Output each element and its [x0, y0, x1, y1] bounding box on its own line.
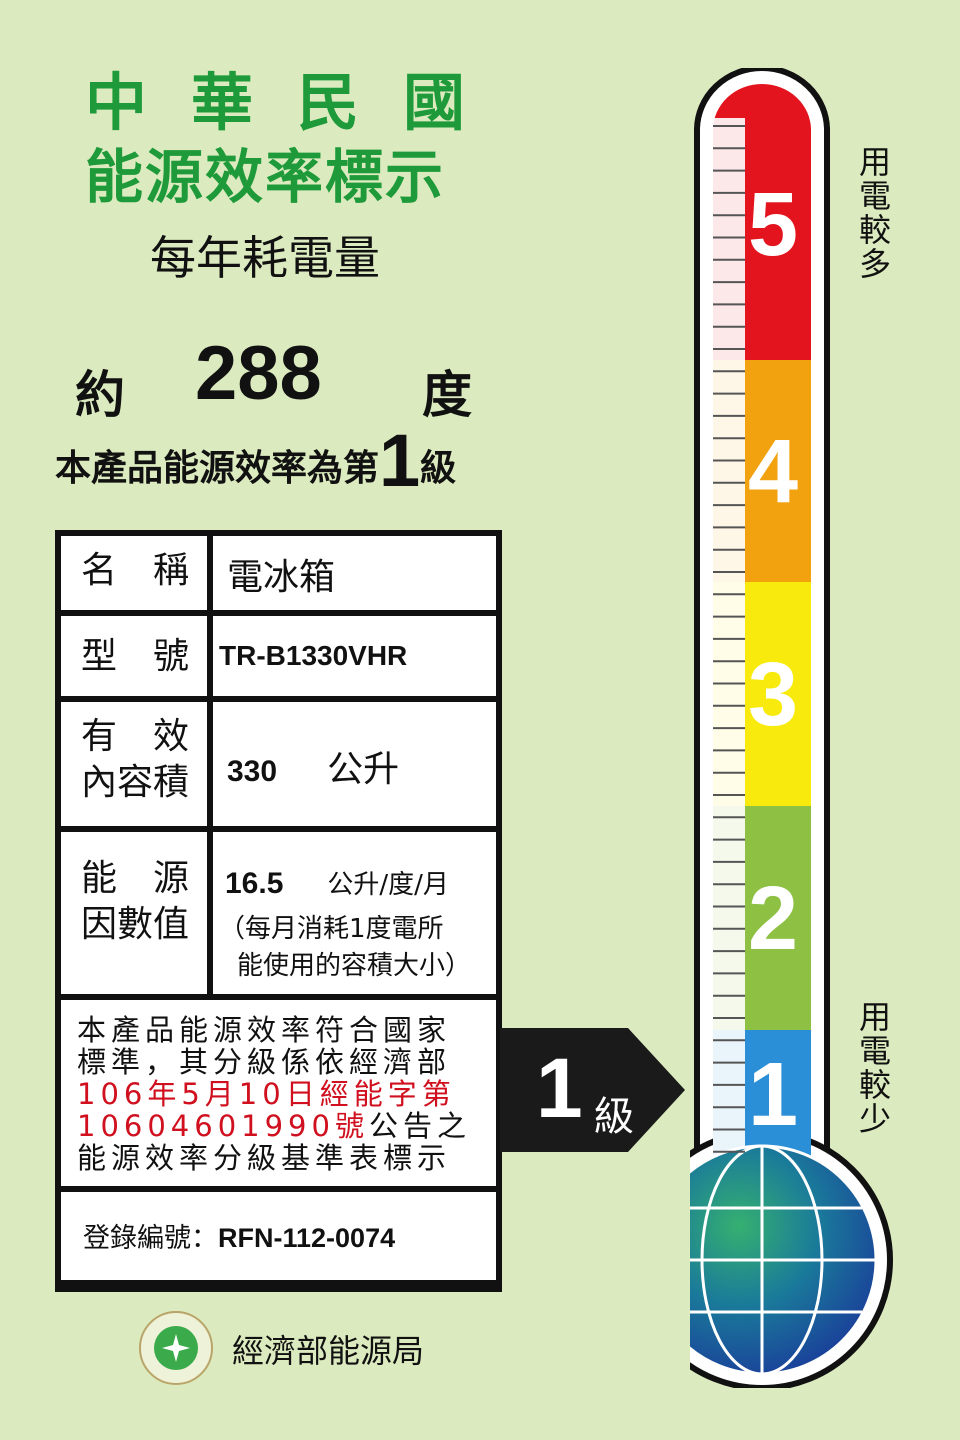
level-3-label: 3	[748, 645, 799, 745]
thermometer	[690, 68, 893, 1388]
row-factor: 能 源因數值 16.5 公升/度/月 （每月消耗1度電所 能使用的容積大小）	[61, 832, 496, 994]
label-more-power: 用電較多	[854, 145, 892, 281]
grade-arrow	[500, 1028, 685, 1152]
consumption-prefix: 約	[75, 366, 125, 424]
unit-factor: 公升/度/月	[327, 870, 449, 900]
factor-note-2: 能使用的容積大小）	[237, 951, 472, 981]
registration-label: 登錄編號：	[83, 1223, 218, 1254]
notice-line: 本產品能源效率符合國家	[77, 1013, 452, 1047]
factor-note-1: （每月消耗1度電所	[219, 914, 444, 944]
value-model: TR-B1330VHR	[213, 616, 496, 696]
grade-suffix: 級	[420, 448, 457, 489]
grade-number: 1	[379, 419, 421, 502]
notice-line: 能源效率分級基準表標示	[77, 1141, 452, 1175]
notice-line: 公告之	[368, 1109, 471, 1143]
arrow-unit: 級	[594, 1094, 634, 1140]
registration-value: RFN-112-0074	[218, 1223, 396, 1253]
consumption-unit: 度	[422, 366, 472, 424]
notice-number: 10604601990號	[77, 1109, 369, 1143]
unit-volume: 公升	[327, 749, 400, 790]
label-factor-1: 能 源	[81, 858, 190, 899]
grade-statement: 本產品能源效率為第1級	[55, 418, 456, 503]
label-name: 名 稱	[61, 536, 207, 610]
level-5-label: 5	[748, 175, 799, 275]
label-less-power: 用電較少	[854, 1000, 892, 1136]
value-factor: 16.5	[225, 867, 284, 900]
title-country: 中華民國	[85, 66, 510, 139]
value-name: 電冰箱	[213, 536, 496, 610]
notice-line: 106年5月10日經能字第	[77, 1077, 456, 1111]
title-label: 能源效率標示	[85, 143, 446, 211]
level-4-label: 4	[748, 422, 799, 522]
subtitle: 每年耗電量	[150, 231, 380, 285]
arrow-grade: 1	[536, 1041, 583, 1135]
level-1-label: 1	[748, 1045, 799, 1145]
agency-name: 經濟部能源局	[232, 1332, 425, 1370]
value-volume: 330	[227, 755, 278, 788]
consumption-value: 288	[195, 331, 322, 416]
level-2-label: 2	[748, 869, 799, 969]
label-factor-2: 因數值	[81, 904, 190, 945]
row-model: 型 號 TR-B1330VHR	[61, 616, 496, 696]
notice-text: 本產品能源效率符合國家 標準，其分級係依經濟部 106年5月10日經能字第 10…	[61, 1000, 496, 1186]
spec-table: 名 稱 電冰箱 型 號 TR-B1330VHR 有 效內容積 330 公升 能 源…	[55, 530, 502, 1292]
row-name: 名 稱 電冰箱	[61, 536, 496, 610]
grade-text: 本產品能源效率為第	[55, 448, 380, 489]
row-volume: 有 效內容積 330 公升	[61, 702, 496, 826]
row-registration: 登錄編號：RFN-112-0074	[61, 1192, 496, 1280]
label-volume-2: 內容積	[81, 762, 190, 803]
notice-line: 標準，其分級係依經濟部	[77, 1045, 452, 1079]
label-model: 型 號	[61, 616, 207, 696]
label-volume-1: 有 效	[81, 716, 190, 757]
bureau-of-energy-logo	[139, 1311, 213, 1385]
